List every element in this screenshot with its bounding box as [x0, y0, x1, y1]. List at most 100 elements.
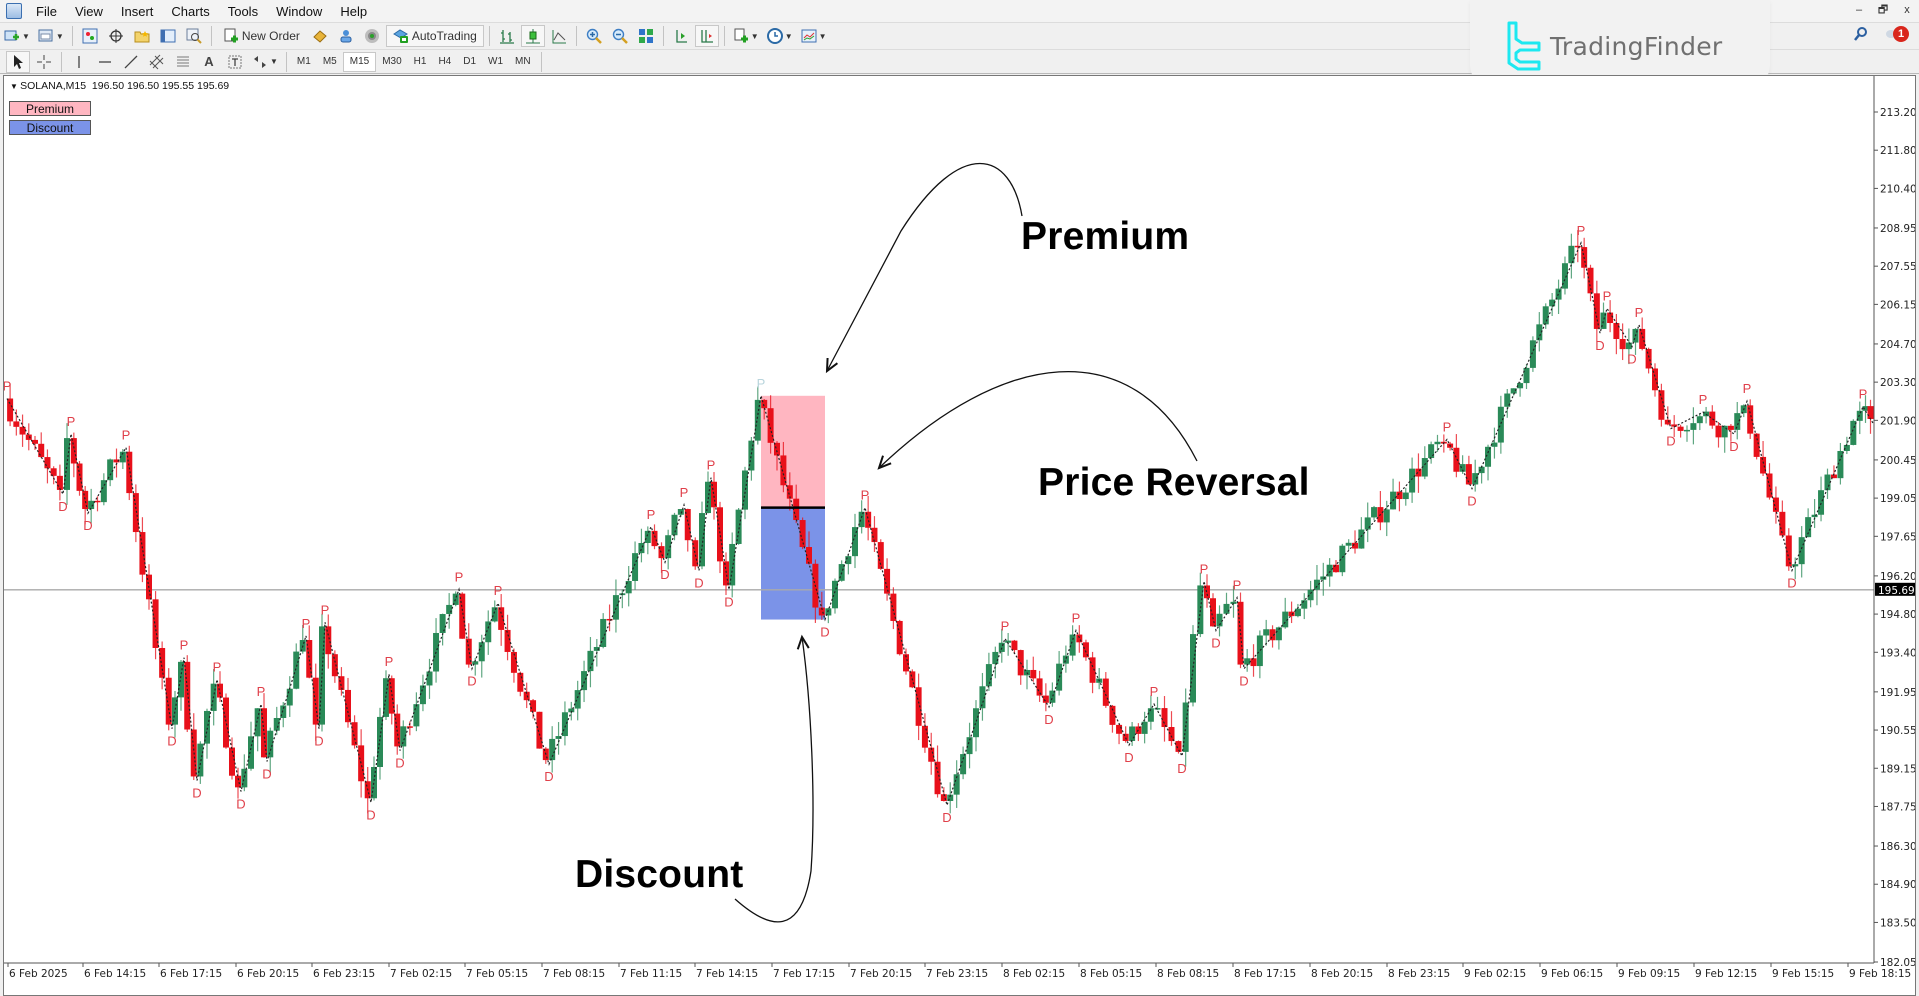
vertical-line-icon — [78, 55, 80, 68]
tile-windows-icon — [638, 29, 653, 43]
new-chart-button[interactable]: ▼ — [1, 25, 33, 47]
profiles-button[interactable]: ▼ — [35, 25, 67, 47]
time-tick-label: 8 Feb 05:15 — [1080, 968, 1142, 980]
strategy-tester-button[interactable] — [182, 25, 206, 47]
swing-low-label: D — [58, 499, 67, 514]
timeframe-m5[interactable]: M5 — [322, 56, 337, 67]
swing-high-label: P — [707, 458, 716, 473]
timeframe-h1[interactable]: H1 — [413, 56, 427, 67]
price-chart[interactable]: P D P D P D P D P D P D P D P D P D P D P D P D P D P D P D P D P D P D P D P D… — [4, 76, 1915, 995]
chart-window[interactable]: P D P D P D P D P D P D P D P D P D P D P D P D P D P D P D P D P D P D P D P D… — [3, 75, 1916, 996]
menu-window[interactable]: Window — [276, 3, 323, 19]
indicators-button[interactable]: ▼ — [730, 25, 762, 47]
navigator-button[interactable] — [130, 25, 154, 47]
close-button[interactable]: x — [1904, 4, 1910, 16]
price-tick-label: 206.15 — [1880, 299, 1915, 311]
zoom-in-button[interactable] — [582, 25, 606, 47]
swing-high-label: P — [67, 414, 76, 429]
vertical-line-tool[interactable] — [67, 51, 91, 73]
time-tick-label: 8 Feb 08:15 — [1157, 968, 1219, 980]
menu-tools[interactable]: Tools — [227, 3, 259, 19]
market-button[interactable] — [360, 25, 384, 47]
swing-low-label: D — [1044, 712, 1053, 727]
chart-shift-button[interactable] — [694, 25, 719, 47]
text-label-icon — [228, 55, 242, 68]
time-tick-label: 7 Feb 23:15 — [926, 968, 988, 980]
timeframe-d1[interactable]: D1 — [463, 56, 477, 67]
menu-view[interactable]: View — [74, 3, 103, 19]
minimize-button[interactable]: – — [1855, 4, 1863, 16]
collapse-arrow-icon[interactable]: ▼ — [10, 82, 21, 91]
zoom-out-button[interactable] — [608, 25, 632, 47]
swing-high-label: P — [122, 428, 131, 443]
swing-low-label: D — [544, 769, 553, 784]
new-order-button[interactable]: New Order — [217, 25, 306, 47]
annotation-premium: Premium — [1021, 215, 1190, 258]
timeframe-h4[interactable]: H4 — [438, 56, 452, 67]
tester-magnifier-icon — [186, 28, 202, 44]
chart-shift-icon — [701, 30, 713, 43]
timeframe-mn[interactable]: MN — [515, 56, 531, 67]
candlestick-icon — [525, 29, 540, 44]
crosshair-tool[interactable] — [32, 51, 56, 73]
autotrading-icon — [392, 29, 408, 43]
timeframe-w1[interactable]: W1 — [488, 56, 504, 67]
menu-file[interactable]: File — [36, 3, 57, 19]
data-window-button[interactable] — [104, 25, 128, 47]
swing-low-label: D — [192, 786, 201, 801]
dropdown-icon: ▼ — [22, 31, 30, 41]
price-tick-label: 183.50 — [1880, 917, 1915, 929]
clock-icon — [766, 28, 783, 44]
bar-chart-button[interactable] — [495, 25, 519, 47]
swing-low-label: D — [1595, 338, 1604, 353]
timeframe-m30[interactable]: M30 — [382, 56, 402, 67]
autotrading-button[interactable]: AutoTrading — [385, 25, 484, 47]
zigzag-line — [6, 241, 1874, 808]
menu-insert[interactable]: Insert — [120, 3, 154, 19]
time-tick-label: 6 Feb 20:15 — [237, 968, 299, 980]
restore-button[interactable]: 🗗 — [1877, 3, 1889, 16]
trendline-tool[interactable] — [119, 51, 143, 73]
metaeditor-button[interactable] — [308, 25, 332, 47]
swing-low-label: D — [1627, 352, 1636, 367]
time-tick-label: 8 Feb 02:15 — [1003, 968, 1065, 980]
swing-low-label: D — [262, 766, 271, 781]
market-watch-button[interactable] — [78, 25, 102, 47]
fibonacci-tool[interactable] — [171, 51, 195, 73]
notifications-button[interactable]: 1 — [1885, 26, 1909, 42]
premium-arrow — [826, 162, 1023, 372]
swing-high-label: P — [647, 507, 656, 522]
legend-premium: Premium — [9, 101, 91, 116]
text-tool[interactable]: A — [197, 51, 221, 73]
cursor-tool[interactable] — [6, 50, 30, 73]
terminal-button[interactable] — [156, 25, 180, 47]
timeframe-m15[interactable]: M15 — [342, 51, 377, 72]
auto-scroll-button[interactable] — [669, 25, 693, 47]
tile-windows-button[interactable] — [634, 25, 658, 47]
line-chart-button[interactable] — [547, 25, 571, 47]
search-icon[interactable] — [1853, 26, 1869, 42]
swing-high-label: P — [494, 583, 503, 598]
menu-help[interactable]: Help — [340, 3, 368, 19]
candlestick-button[interactable] — [520, 25, 545, 47]
window-controls: – 🗗 x — [1847, 0, 1919, 20]
swing-high-label: P — [1699, 392, 1708, 407]
dropdown-icon: ▼ — [818, 31, 827, 41]
time-tick-label: 6 Feb 23:15 — [313, 968, 375, 980]
horizontal-line-icon — [99, 60, 111, 63]
horizontal-line-tool[interactable] — [93, 51, 117, 73]
price-tick-label: 197.65 — [1880, 531, 1915, 543]
separator — [723, 26, 725, 46]
annotation-discount: Discount — [575, 853, 744, 896]
swing-low-label: D — [314, 734, 323, 749]
menu-charts[interactable]: Charts — [171, 3, 210, 19]
text-label-tool[interactable] — [223, 51, 247, 73]
equidistant-channel-tool[interactable] — [145, 51, 169, 73]
profiles-icon — [38, 29, 53, 42]
templates-button[interactable]: ▼ — [798, 25, 830, 47]
arrows-tool[interactable]: ▼ — [249, 51, 281, 73]
price-tick-label: 186.30 — [1880, 841, 1915, 853]
signals-button[interactable] — [334, 25, 358, 47]
periods-button[interactable]: ▼ — [764, 25, 796, 47]
timeframe-m1[interactable]: M1 — [296, 56, 311, 67]
